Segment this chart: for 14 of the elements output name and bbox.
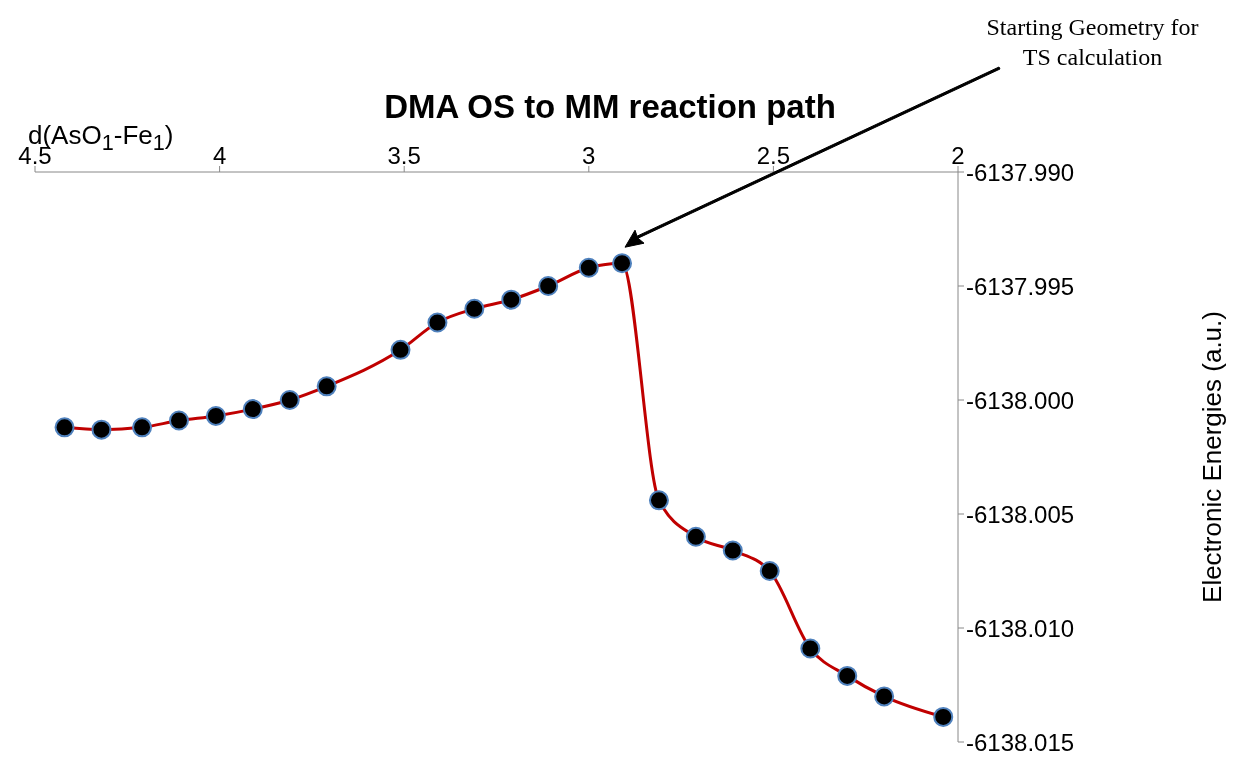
y-axis-title: Electronic Energies (a.u.)	[1196, 311, 1228, 603]
y-tick-label: -6138.005	[966, 500, 1075, 528]
x-tick-label: 2.5	[756, 142, 791, 169]
x-tick-label: 4	[212, 142, 227, 169]
x-tick-label: 2	[951, 142, 965, 169]
text: Starting Geometry for TS calculation	[985, 13, 1200, 72]
x-tick-label: 3.5	[387, 142, 421, 169]
chart-title: DMA OS to MM reaction path	[383, 88, 837, 126]
y-tick-label: -6137.990	[966, 158, 1075, 186]
y-tick-label: -6138.010	[966, 614, 1075, 642]
y-tick-label: -6138.000	[966, 386, 1075, 414]
x-tick-label: 3	[582, 142, 596, 169]
y-tick-label: -6137.995	[966, 272, 1075, 300]
y-tick-label: -6138.015	[966, 728, 1075, 756]
